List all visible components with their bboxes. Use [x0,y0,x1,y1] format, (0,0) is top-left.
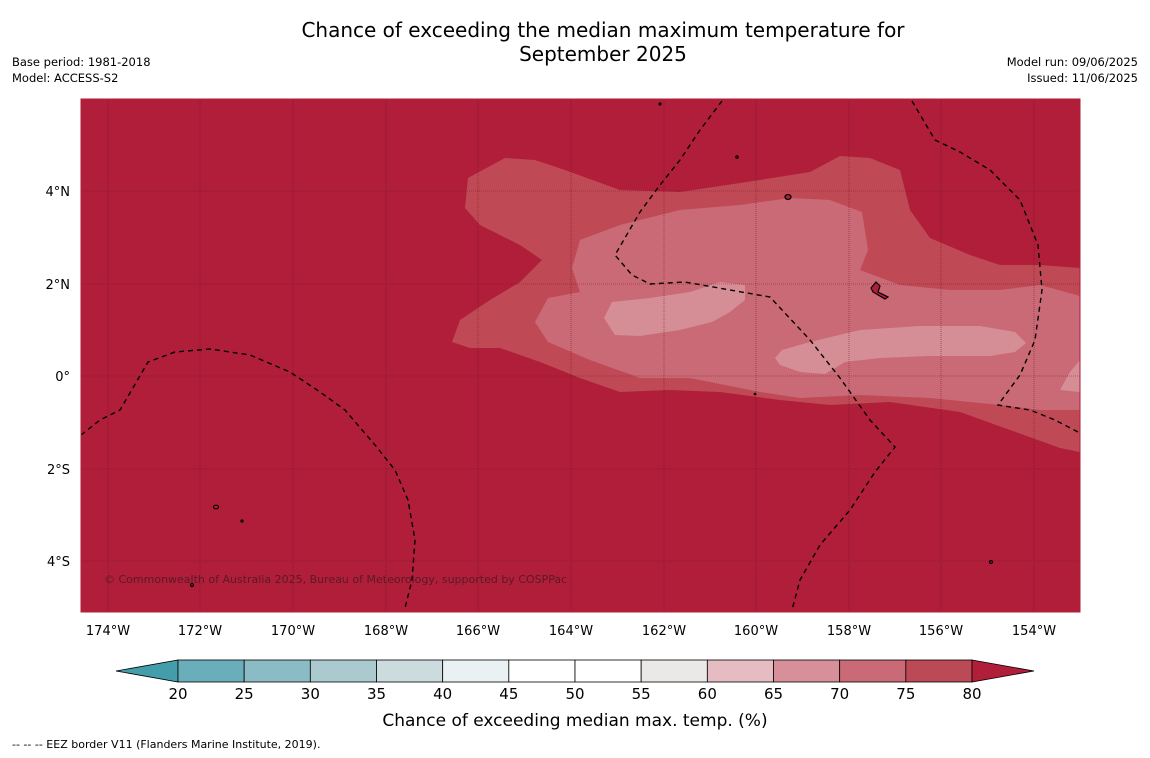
latitude-label: 4°N [46,185,71,200]
island [189,582,195,588]
title-line-1: Chance of exceeding the median maximum t… [301,18,905,42]
eez-border-east [911,100,1079,433]
colorbar-segment [640,659,708,683]
meta-left: Base period: 1981-2018 Model: ACCESS-S2 [12,54,151,86]
colorbar-segment [706,659,774,683]
longitude-label: 156°W [919,624,963,639]
colorbar-tick-label: 60 [698,685,717,703]
colorbar-tick-label: 70 [830,685,849,703]
colorbar-tick-label: 25 [235,685,254,703]
longitude-labels: 174°W 172°W 170°W 168°W 166°W 164°W 162°W 160°W… [86,624,1056,639]
colorbar-tick-label: 35 [367,685,386,703]
longitude-label: 174°W [86,624,130,639]
model-run: Model run: 09/06/2025 [1006,55,1138,69]
eez-border-west [81,348,416,609]
colorbar-segment [773,659,841,683]
issued-date: Issued: 11/06/2025 [1027,71,1138,85]
title-line-2: September 2025 [519,42,687,66]
colorbar-tick-label: 80 [962,685,981,703]
colorbar-tick-label: 65 [764,685,783,703]
longitude-label: 162°W [642,624,686,639]
latitude-label: 0° [55,370,70,385]
island [870,281,890,300]
longitude-label: 168°W [364,624,408,639]
longitude-label: 154°W [1012,624,1056,639]
colorbar-segment [508,659,576,683]
island [658,102,662,106]
island [753,392,757,396]
colorbar-tick-label: 55 [632,685,651,703]
colorbar-tick-labels: 20 25 30 35 40 45 50 55 60 65 70 75 80 [168,685,981,703]
meta-right: Model run: 09/06/2025 Issued: 11/06/2025 [1007,54,1138,86]
colorbar-segment [905,659,973,683]
latitude-label: 4°S [47,555,70,570]
longitude-label: 160°W [734,624,778,639]
colorbar-tick-label: 50 [565,685,584,703]
island [212,504,220,510]
colorbar-segment [442,659,510,683]
map-frame [80,98,1081,613]
eez-border-central [614,100,896,611]
colorbar-segment [177,659,245,683]
longitude-label: 170°W [271,624,315,639]
eez-borders [81,100,1079,611]
contour-region-60-east [775,326,1026,374]
longitude-label: 172°W [178,624,222,639]
eez-footnote: -- -- -- EEZ border V11 (Flanders Marine… [12,738,321,751]
island [988,559,994,565]
colorbar-tick-label: 20 [168,685,187,703]
colorbar-tick-label: 75 [896,685,915,703]
colorbar-segment [376,659,444,683]
colorbar-tick-label: 30 [301,685,320,703]
colorbar-segments [177,659,973,683]
colorbar-segment [839,659,907,683]
colorbar-low-extension [115,659,179,683]
longitude-label: 158°W [827,624,871,639]
contour-region-65 [535,198,1080,410]
colorbar-segment [243,659,311,683]
colorbar-segment [574,659,642,683]
contour-region-60-west [604,282,745,336]
copyright-text: © Commonwealth of Australia 2025, Bureau… [104,573,567,586]
colorbar-high-extension [971,659,1035,683]
latitude-labels: 4°N 2°N 0° 2°S 4°S [46,185,71,570]
colorbar-title: Chance of exceeding median max. temp. (%… [382,711,767,731]
islands [189,102,994,588]
island [240,519,244,523]
graticule [81,99,1080,612]
colorbar-tick-label: 45 [499,685,518,703]
longitude-label: 164°W [549,624,593,639]
island [784,193,792,201]
colorbar-segment [309,659,377,683]
base-period: Base period: 1981-2018 [12,55,151,69]
colorbar-tick-label: 40 [433,685,452,703]
model-name: Model: ACCESS-S2 [12,71,119,85]
map-area: © Commonwealth of Australia 2025, Bureau… [81,99,1080,612]
latitude-label: 2°N [46,278,71,293]
chart-title: Chance of exceeding the median maximum t… [0,18,1150,66]
colorbar: 20 25 30 35 40 45 50 55 60 65 70 75 80 Chance of exc… [115,659,1035,731]
island [735,155,739,159]
longitude-label: 166°W [456,624,500,639]
latitude-label: 2°S [47,463,70,478]
